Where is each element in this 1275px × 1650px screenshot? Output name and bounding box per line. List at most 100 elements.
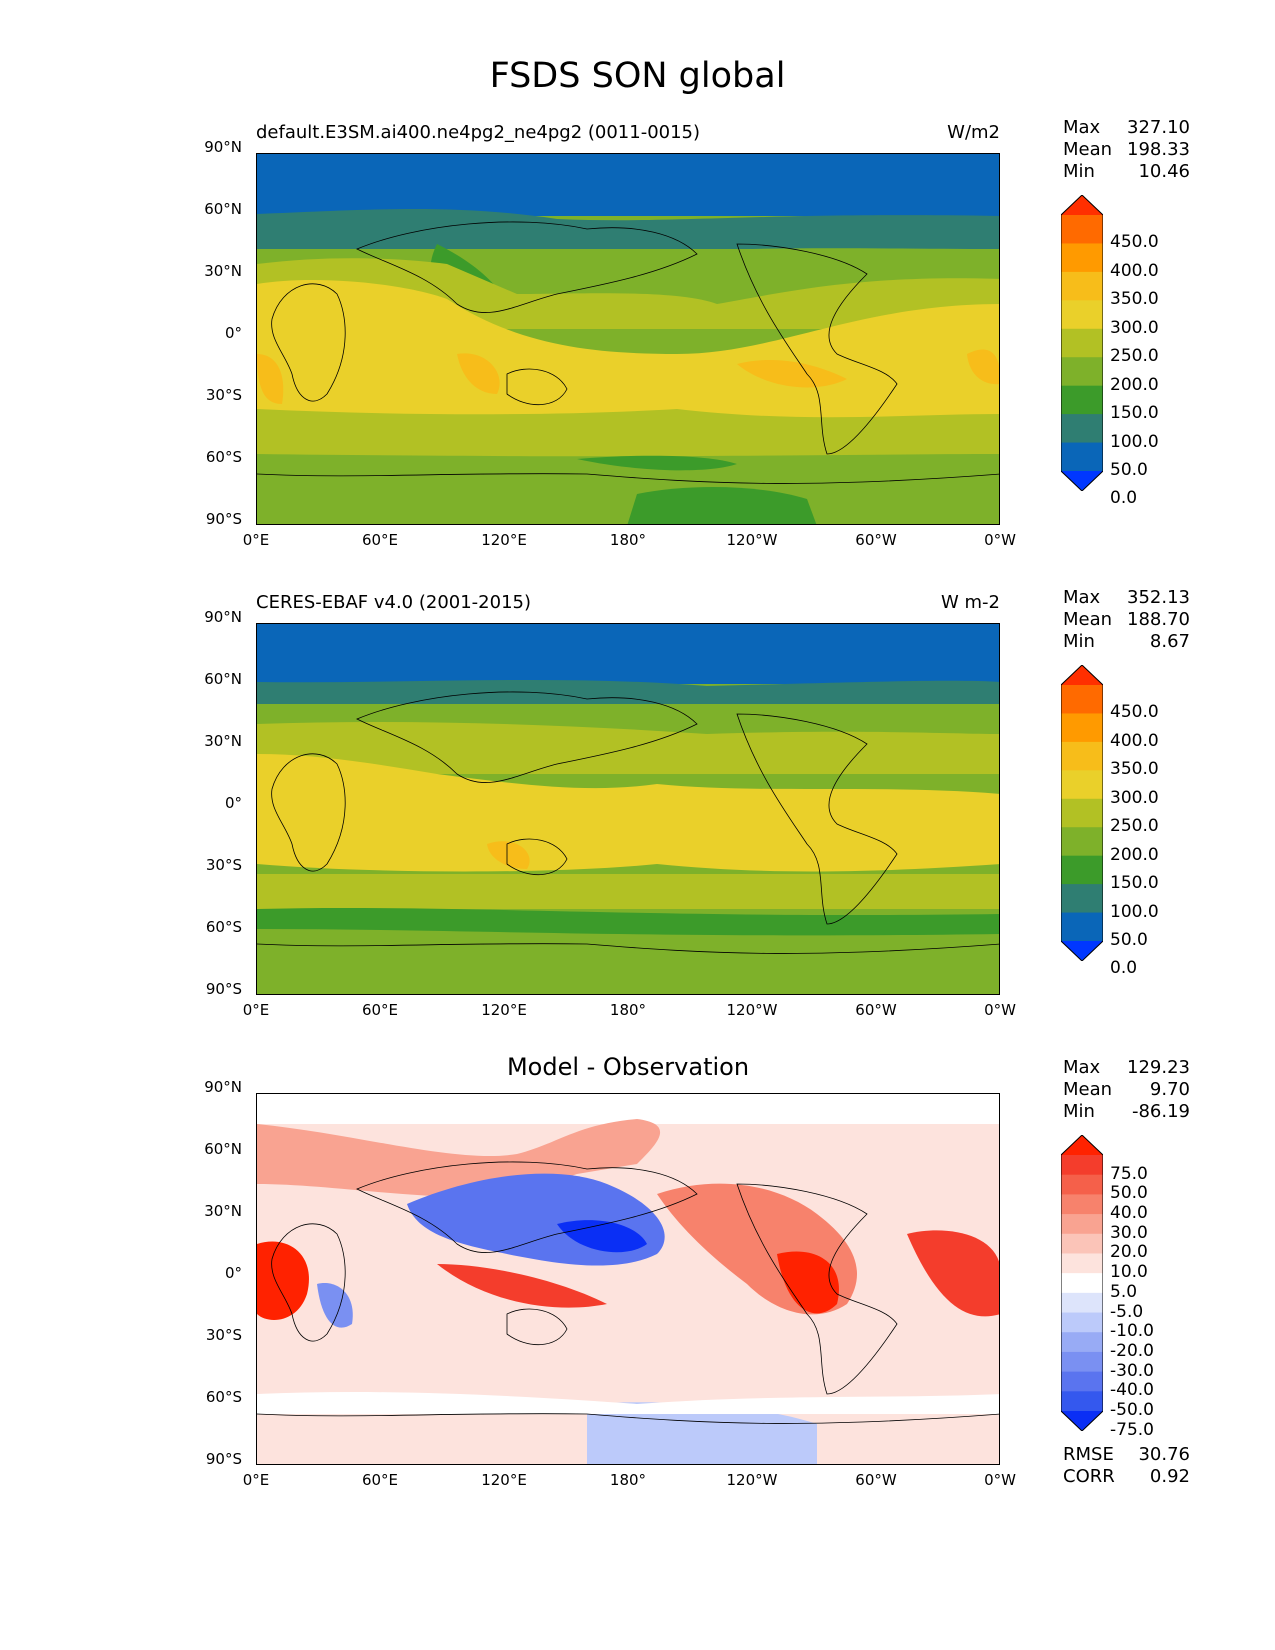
colorbar-tick-label: 250.0	[1110, 346, 1159, 367]
map-diff	[256, 1093, 1000, 1465]
colorbar-tick-label: 200.0	[1110, 844, 1159, 865]
colorbar-segment	[1061, 713, 1103, 743]
colorbar-segment	[1061, 328, 1103, 358]
lat-tick-60s: 60°S	[205, 918, 242, 936]
lat-tick-60s: 60°S	[205, 448, 242, 466]
panel-title-center: Model - Observation	[506, 1053, 750, 1081]
stat-mean-label: Mean	[1063, 1079, 1113, 1100]
lat-tick-30n: 30°N	[204, 262, 242, 280]
lat-tick-60n: 60°N	[204, 1140, 242, 1158]
colorbar-tick-label: 300.0	[1110, 317, 1159, 338]
colorbar-segment	[1061, 827, 1103, 857]
corr-label: CORR	[1063, 1466, 1115, 1487]
lon-tick-0e: 0°E	[242, 1001, 270, 1019]
colorbar-tick-label: -40.0	[1110, 1380, 1154, 1401]
stat-max-label: Max	[1063, 587, 1101, 608]
lat-tick-90n: 90°N	[204, 1078, 242, 1096]
colorbar-tick-label: 0.0	[1110, 958, 1138, 979]
stat-mean: 9.70	[1149, 1079, 1190, 1100]
lon-tick-0w: 0°W	[984, 531, 1016, 549]
panel-diff: Model - Observation 90°N 60°N	[0, 1053, 1275, 1563]
lat-tick-60n: 60°N	[204, 200, 242, 218]
colorbar-segment	[1061, 442, 1103, 472]
lat-tick-0: 0°	[224, 794, 242, 812]
colorbar-segment	[1061, 414, 1103, 444]
panel-units: W m-2	[940, 592, 1000, 613]
lat-tick-90n: 90°N	[204, 608, 242, 626]
colorbar-segment	[1061, 1233, 1103, 1254]
lon-tick-60w: 60°W	[855, 531, 897, 549]
colorbar-extend-max	[1061, 195, 1103, 215]
colorbar-tick-label: 75.0	[1110, 1163, 1148, 1184]
colorbar-segment	[1061, 1292, 1103, 1314]
lon-tick-0w: 0°W	[984, 1471, 1016, 1489]
colorbar-tick-label: 150.0	[1110, 873, 1159, 894]
lat-tick-90s: 90°S	[205, 980, 242, 998]
lon-tick-120w: 120°W	[726, 1471, 778, 1489]
lon-tick-120e: 120°E	[481, 1001, 527, 1019]
lat-tick-90n: 90°N	[204, 138, 242, 156]
lon-tick-0e: 0°E	[242, 531, 270, 549]
stat-min-label: Min	[1063, 631, 1095, 652]
colorbar-tick-label: 400.0	[1110, 730, 1159, 751]
colorbar-tick-label: 450.0	[1110, 232, 1159, 253]
colorbar-tick-label: 40.0	[1110, 1203, 1148, 1224]
colorbar-tick-label: 450.0	[1110, 702, 1159, 723]
colorbar-tick-label: -5.0	[1110, 1301, 1144, 1322]
colorbar-segment	[1061, 215, 1103, 244]
stat-mean-label: Mean	[1063, 609, 1113, 630]
panel-title-left: default.E3SM.ai400.ne4pg2_ne4pg2 (0011-0…	[256, 122, 701, 143]
colorbar-tick-label: 0.0	[1110, 488, 1138, 509]
stat-mean: 188.70	[1127, 609, 1190, 630]
lon-tick-120w: 120°W	[726, 1001, 778, 1019]
colorbar-extend-min	[1061, 941, 1103, 961]
colorbar-extend-max	[1061, 665, 1103, 685]
lon-tick-120e: 120°E	[481, 1471, 527, 1489]
map-model	[256, 153, 1000, 525]
stat-mean-label: Mean	[1063, 139, 1113, 160]
colorbar-segment	[1061, 1194, 1103, 1215]
stat-min-label: Min	[1063, 161, 1095, 182]
lat-tick-0: 0°	[224, 1264, 242, 1282]
rmse-label: RMSE	[1063, 1444, 1114, 1465]
colorbar-segment	[1061, 271, 1103, 301]
colorbar-segment	[1061, 685, 1103, 714]
colorbar-tick-label: 350.0	[1110, 759, 1159, 780]
panel-units: W/m2	[947, 122, 1000, 143]
colorbar-segment	[1061, 1351, 1103, 1373]
stat-min: 10.46	[1138, 161, 1190, 182]
stat-mean: 198.33	[1127, 139, 1190, 160]
colorbar-tick-label: 20.0	[1110, 1242, 1148, 1263]
colorbar-extend-min	[1061, 1411, 1103, 1431]
lon-tick-60e: 60°E	[361, 1001, 399, 1019]
colorbar-tick-label: 250.0	[1110, 816, 1159, 837]
colorbar-tick-label: 150.0	[1110, 403, 1159, 424]
colorbar-segment	[1061, 912, 1103, 942]
lat-tick-30n: 30°N	[204, 1202, 242, 1220]
colorbar-segment	[1061, 1312, 1103, 1333]
colorbar-segment	[1061, 1371, 1103, 1392]
panel-title-left: CERES-EBAF v4.0 (2001-2015)	[256, 592, 532, 613]
lon-tick-180: 180°	[609, 1471, 647, 1489]
colorbar-tick-label: -50.0	[1110, 1400, 1154, 1420]
colorbar-tick-label: 5.0	[1110, 1281, 1138, 1302]
colorbar-tick-label: 200.0	[1110, 374, 1159, 395]
colorbar-tick-label: 50.0	[1110, 460, 1148, 480]
lon-tick-0w: 0°W	[984, 1001, 1016, 1019]
colorbar	[1061, 195, 1103, 491]
map-obs-field	[257, 624, 999, 994]
colorbar-segment	[1061, 1155, 1103, 1176]
stat-max: 327.10	[1127, 117, 1190, 138]
colorbar-tick-label: -75.0	[1110, 1419, 1154, 1440]
colorbar-tick-label: 400.0	[1110, 260, 1159, 281]
colorbar-segment	[1061, 741, 1103, 771]
stats-box: Max 352.13 Mean 188.70 Min 8.67	[1063, 587, 1190, 653]
colorbar-segment	[1061, 855, 1103, 885]
lat-tick-30n: 30°N	[204, 732, 242, 750]
colorbar-segment	[1061, 1214, 1103, 1235]
lon-tick-60e: 60°E	[361, 531, 399, 549]
stat-max: 129.23	[1127, 1057, 1190, 1078]
corr-value: 0.92	[1149, 1466, 1190, 1487]
stat-max-label: Max	[1063, 1057, 1101, 1078]
stat-max: 352.13	[1127, 587, 1190, 608]
